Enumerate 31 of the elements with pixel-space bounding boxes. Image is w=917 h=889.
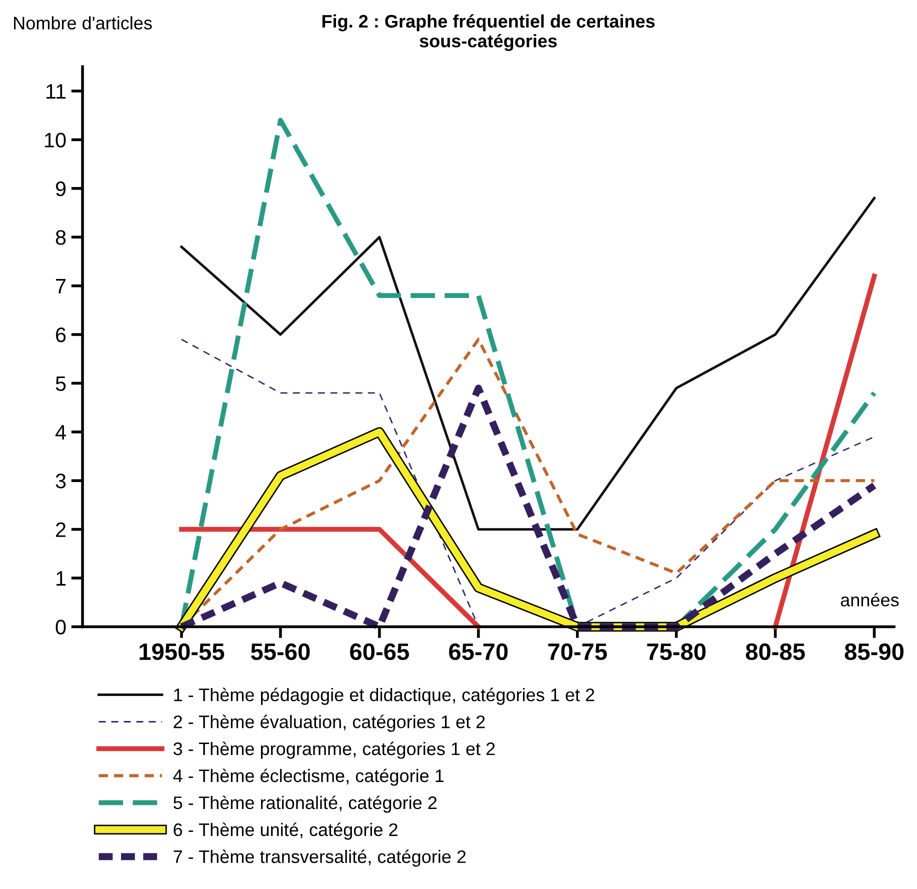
y-tick-label: 3 [56,474,66,488]
y-tick-label: 7 [56,279,66,294]
y-tick-label: 1 [56,571,66,586]
x-axis-title: années [840,592,899,606]
legend-label: 6 - Thème unité, catégorie 2 [174,822,398,840]
legend-label: 4 - Thème éclectisme, catégorie 1 [173,768,444,786]
line-series [180,196,876,531]
legend-label: 7 - Thème transversalité, catégorie 2 [174,850,466,867]
y-tick-label: 8 [56,230,66,245]
x-tick-label: 80-85 [746,643,805,660]
y-tick-label: 6 [56,328,66,342]
y-tick-label: 11 [46,84,66,99]
legend-label: 2 - Thème évaluation, catégories 1 et 2 [174,714,485,732]
y-tick-label: 2 [56,522,66,537]
x-tick-label: 55-60 [251,643,310,660]
y-tick-label: 5 [56,376,66,391]
chart-title: Fig. 2 : Graphe fréquentiel de certaines sous-catégories [322,14,655,52]
x-tick-label: 70-75 [548,643,607,660]
y-tick-label: 0 [56,620,66,634]
y-tick-label: 9 [56,181,66,196]
y-tick-label: 10 [44,132,66,148]
legend-label: 1 - Thème pédagogie et didactique, catégories 1 et 2 [174,688,594,705]
y-tick-label: 4 [55,425,66,440]
legend-label: 5 - Thème rationalité, catégorie 2 [174,796,437,813]
x-tick-label: 75-80 [647,643,706,660]
x-tick-label: 1950-55 [140,643,224,660]
y-axis-title: Nombre d'articles [14,16,152,30]
legend-label: 3 - Thème programme, catégories 1 et 2 [173,742,495,759]
x-tick-label: 65-70 [449,643,508,660]
x-tick-label: 85-90 [844,643,904,660]
x-tick-label: 60-65 [350,643,409,660]
